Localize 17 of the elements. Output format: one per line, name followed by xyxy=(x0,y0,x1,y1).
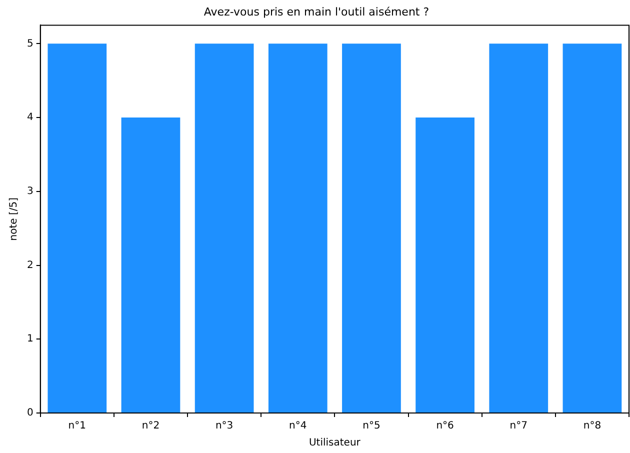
x-tick-label: n°1 xyxy=(68,420,86,432)
y-tick-label: 1 xyxy=(26,334,34,345)
y-tick-label: 3 xyxy=(26,186,34,197)
y-tick-label: 4 xyxy=(26,112,34,124)
x-tick-label: n°8 xyxy=(583,420,602,432)
x-tick-label: n°4 xyxy=(289,420,307,432)
y-tick-label: 2 xyxy=(26,260,34,271)
x-tick-label: n°3 xyxy=(215,420,234,432)
y-tick-label: 5 xyxy=(26,38,34,50)
chart-title: Avez-vous pris en main l'outil aisément ? xyxy=(204,5,430,18)
x-tick-label: n°5 xyxy=(362,420,380,432)
y-tick-label: 0 xyxy=(26,408,34,419)
x-axis-title: Utilisateur xyxy=(308,438,362,449)
x-tick-label: n°2 xyxy=(142,420,160,432)
x-tick-label: n°7 xyxy=(510,420,528,432)
y-axis-title: note [/5] xyxy=(8,197,20,241)
x-tick-label: n°6 xyxy=(436,420,454,432)
